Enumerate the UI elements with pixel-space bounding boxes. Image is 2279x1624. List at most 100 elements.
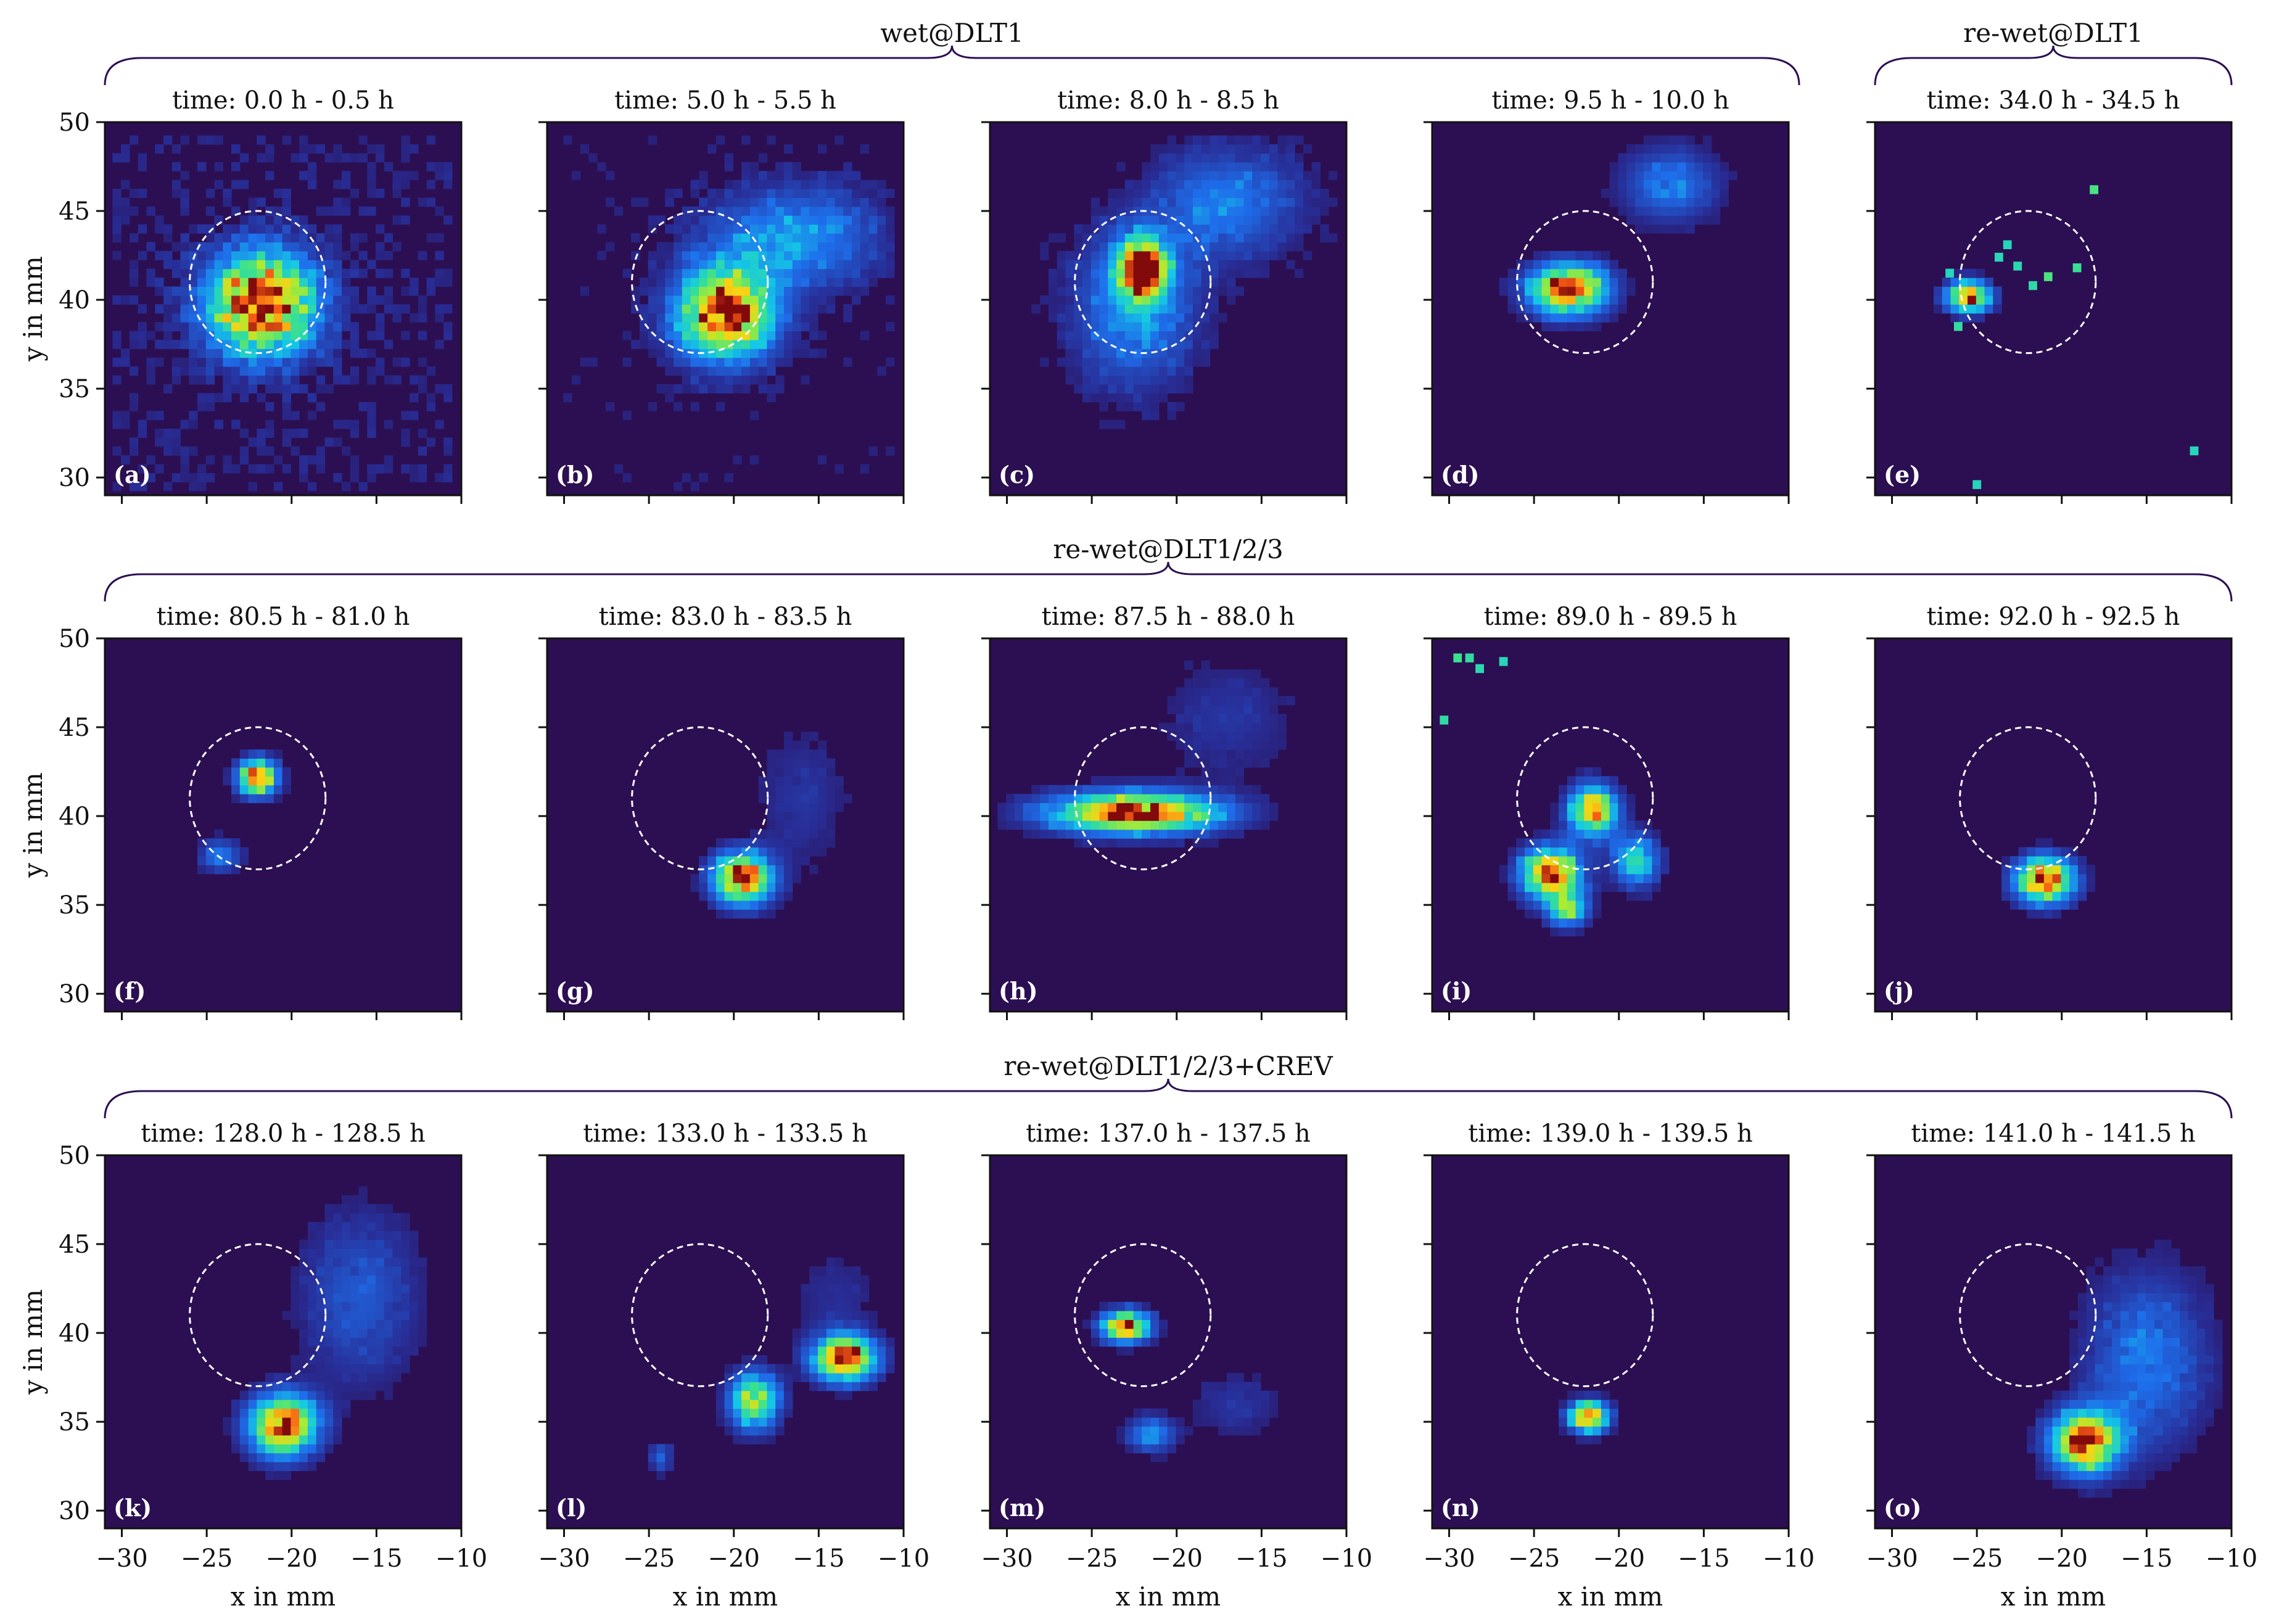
heatmap-cell	[767, 900, 776, 910]
heatmap-cell	[2069, 855, 2079, 865]
heatmap-cell	[265, 339, 274, 349]
heatmap-cell	[1227, 1399, 1236, 1409]
heatmap-cell	[733, 1435, 742, 1445]
heatmap-cell	[868, 268, 878, 278]
heatmap-cell	[1601, 802, 1610, 812]
heatmap-cell	[1040, 820, 1049, 830]
heatmap-cell	[1593, 1408, 1602, 1418]
heatmap-cell	[1099, 1337, 1108, 1347]
y-tick-label: 50	[59, 1142, 90, 1170]
heatmap-cell	[1601, 250, 1610, 260]
heatmap-cell	[1609, 304, 1618, 314]
heatmap-cell	[2095, 1479, 2104, 1489]
heatmap-cell	[1235, 162, 1245, 171]
heatmap-cell	[1192, 696, 1202, 706]
heatmap-cell	[1201, 189, 1211, 198]
heatmap-cell	[299, 1435, 308, 1445]
heatmap-cell	[273, 1372, 283, 1382]
heatmap-cell	[1618, 268, 1627, 278]
heatmap-cell	[818, 1284, 827, 1293]
heatmap-cell	[197, 375, 207, 385]
heatmap-cell	[350, 339, 360, 349]
heatmap-cell	[248, 331, 257, 340]
heatmap-cell	[214, 295, 223, 305]
heatmap-cell	[835, 197, 844, 207]
heatmap-cell	[384, 1293, 394, 1303]
heatmap-cell	[197, 268, 207, 278]
heatmap-cell	[248, 250, 257, 260]
heatmap-cell	[2162, 1328, 2172, 1338]
heatmap-cell	[767, 909, 776, 919]
heatmap-cell	[818, 233, 827, 243]
heatmap-cell	[843, 357, 852, 367]
heatmap-cell	[376, 1364, 385, 1374]
heatmap-cell	[239, 1453, 249, 1462]
heatmap-cell	[1210, 304, 1219, 314]
heatmap-cell	[443, 268, 453, 278]
heatmap-cell	[2154, 1417, 2164, 1427]
heatmap-cell	[2112, 1257, 2121, 1267]
heatmap-cell	[1261, 696, 1270, 706]
heatmap-cell	[1686, 179, 1695, 189]
heatmap-cell	[248, 268, 257, 278]
heatmap-cell	[860, 1328, 870, 1338]
heatmap-cell	[333, 322, 342, 332]
heatmap-cell	[205, 233, 215, 243]
heatmap-cell	[2154, 1346, 2164, 1356]
heatmap-cell	[1116, 838, 1126, 848]
heatmap-cell	[690, 295, 699, 305]
heatmap-cell	[775, 357, 785, 367]
heatmap-cell	[2146, 1364, 2155, 1374]
heatmap-cell	[1311, 179, 1321, 189]
heatmap-cell	[2129, 1444, 2138, 1454]
heatmap-cell	[2129, 1470, 2138, 1480]
heatmap-cell	[1243, 722, 1253, 732]
heatmap-cell	[324, 1284, 334, 1293]
heatmap-cell	[2052, 847, 2061, 857]
heatmap-cell	[741, 171, 751, 181]
heatmap-cell	[1243, 224, 1253, 234]
heatmap-cell	[401, 215, 410, 225]
heatmap-cell	[231, 767, 241, 777]
heatmap-cell	[733, 455, 742, 465]
heatmap-cell	[2180, 1319, 2189, 1329]
heatmap-cell	[801, 1293, 810, 1303]
heatmap-cell	[758, 339, 768, 349]
heatmap-cell	[1167, 286, 1176, 296]
heatmap-cell	[307, 482, 317, 492]
heatmap-cell	[350, 1355, 360, 1365]
heatmap-cell	[1694, 162, 1704, 171]
heatmap-cell	[1158, 339, 1168, 349]
heatmap-cell	[1593, 891, 1602, 901]
heatmap-cell	[358, 1275, 368, 1285]
heatmap-cell	[1677, 171, 1687, 181]
heatmap-cell	[291, 1426, 300, 1436]
heatmap-cell	[682, 242, 691, 252]
heatmap-cell	[333, 1372, 342, 1382]
heatmap-cell	[1286, 233, 1295, 243]
heatmap-cell	[333, 348, 342, 358]
heatmap-cell	[324, 1204, 334, 1214]
heatmap-cell	[291, 331, 300, 340]
heatmap-cell	[214, 847, 223, 857]
heatmap-cell	[1142, 829, 1151, 839]
heatmap-cell	[809, 313, 818, 323]
heatmap-cell	[1694, 153, 1704, 163]
heatmap-cell	[868, 1337, 878, 1347]
heatmap-cell	[426, 393, 435, 403]
heatmap-cell	[1516, 295, 1525, 305]
heatmap-cell	[1593, 1390, 1602, 1400]
heatmap-cell	[784, 313, 793, 323]
heatmap-cell	[299, 1399, 308, 1409]
heatmap-cell	[2061, 1444, 2070, 1454]
heatmap-cell	[350, 1239, 360, 1249]
heatmap-cell	[1065, 268, 1074, 278]
heatmap-cell	[282, 375, 291, 385]
heatmap-cell	[767, 242, 776, 252]
heatmap-cell	[792, 313, 802, 323]
heatmap-cell	[342, 179, 351, 189]
heatmap-cell	[1584, 873, 1593, 883]
heatmap-cell	[1167, 366, 1176, 376]
heatmap-cell	[1049, 829, 1058, 839]
